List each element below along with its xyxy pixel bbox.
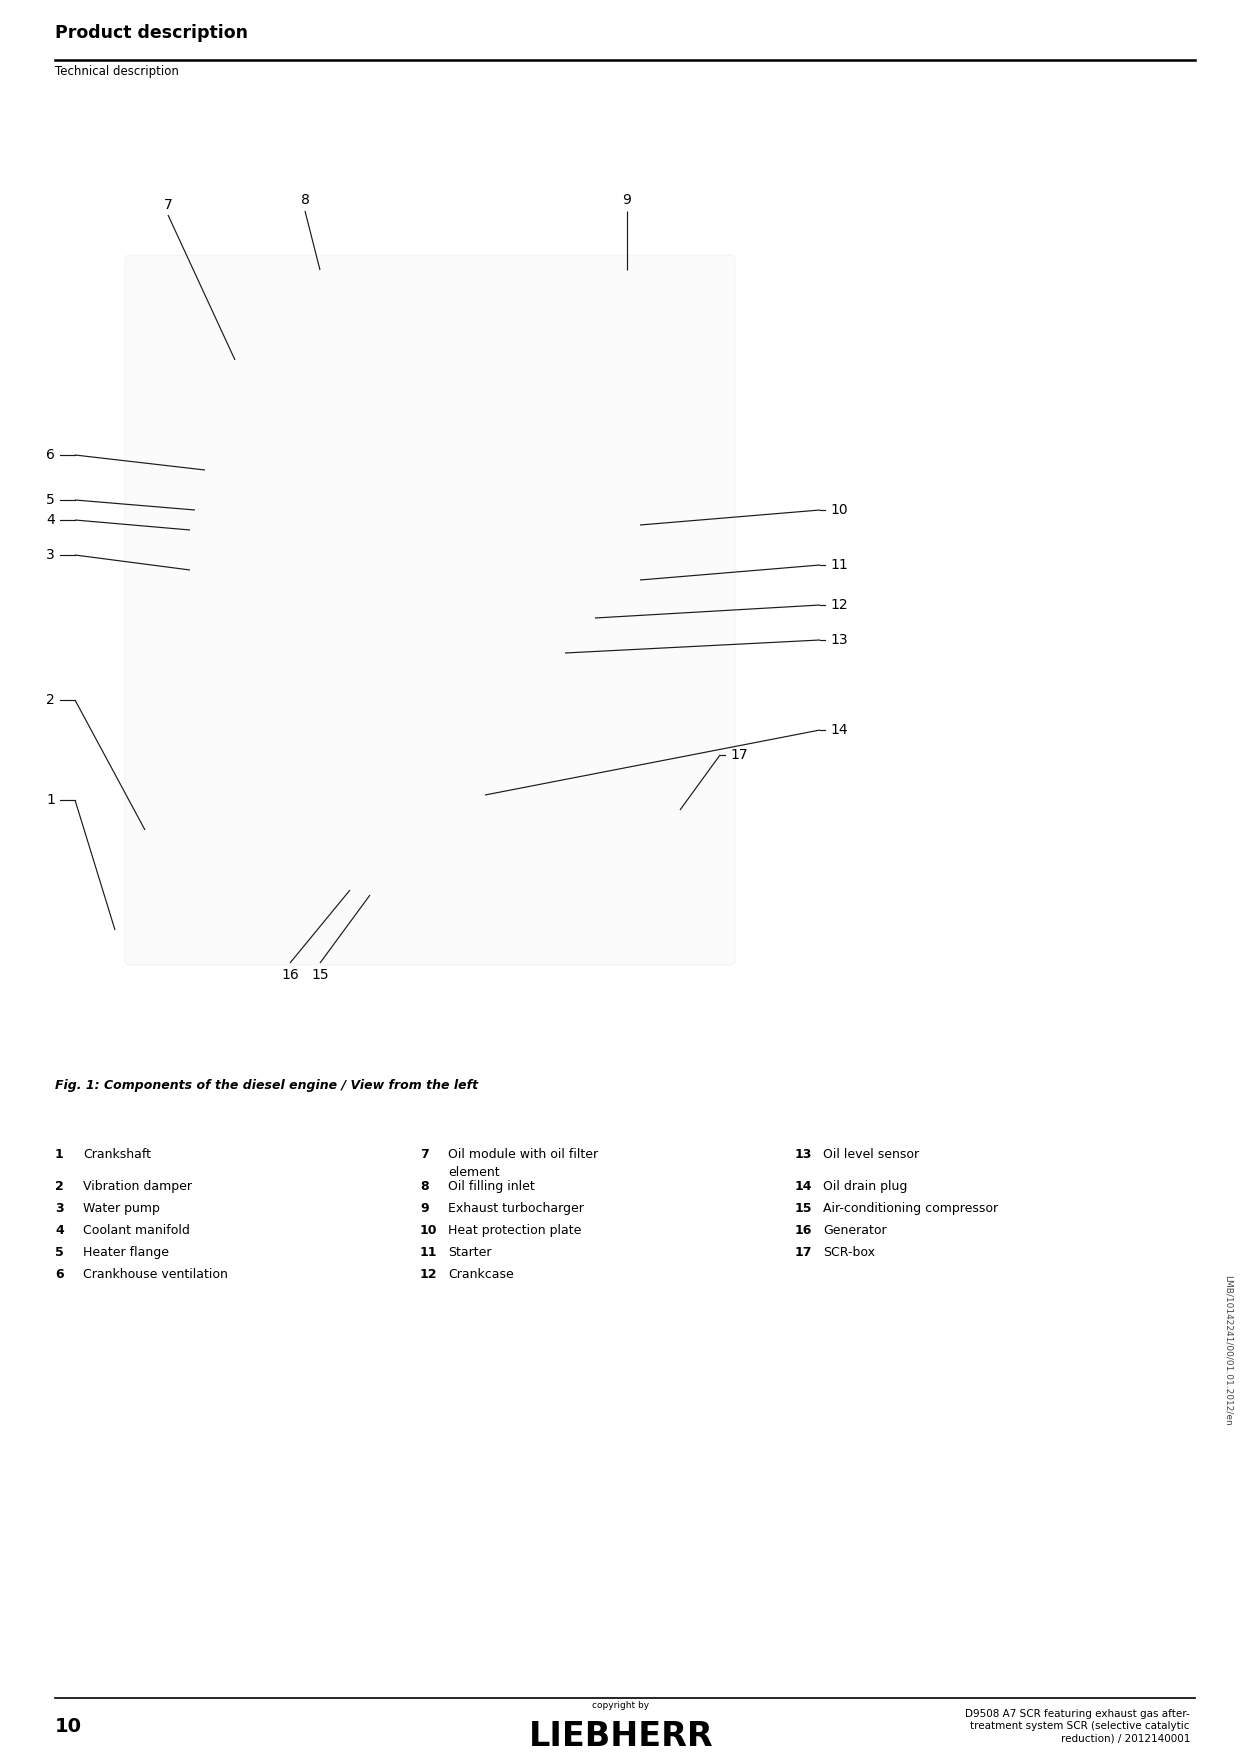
Text: Technical description: Technical description xyxy=(55,65,179,77)
Text: 17: 17 xyxy=(730,747,747,761)
Text: 15: 15 xyxy=(311,968,329,982)
Text: 11: 11 xyxy=(830,558,848,572)
Text: 11: 11 xyxy=(419,1245,438,1259)
Text: Air-conditioning compressor: Air-conditioning compressor xyxy=(823,1201,998,1216)
Text: 10: 10 xyxy=(55,1717,82,1735)
Text: 8: 8 xyxy=(300,193,309,207)
Text: 12: 12 xyxy=(419,1268,438,1280)
Text: 5: 5 xyxy=(46,493,55,507)
Text: Crankshaft: Crankshaft xyxy=(83,1149,151,1161)
Text: 3: 3 xyxy=(55,1201,63,1216)
Text: LMB/10142241/00/01.01.2012/en: LMB/10142241/00/01.01.2012/en xyxy=(1224,1275,1232,1426)
Text: Coolant manifold: Coolant manifold xyxy=(83,1224,190,1237)
Text: Fig. 1: Components of the diesel engine / View from the left: Fig. 1: Components of the diesel engine … xyxy=(55,1079,478,1093)
Text: element: element xyxy=(448,1166,500,1179)
Text: 4: 4 xyxy=(46,512,55,526)
Text: Oil module with oil filter: Oil module with oil filter xyxy=(448,1149,598,1161)
Text: 17: 17 xyxy=(795,1245,813,1259)
Text: 13: 13 xyxy=(830,633,848,647)
Text: 9: 9 xyxy=(419,1201,428,1216)
Text: 2: 2 xyxy=(55,1180,63,1193)
Text: 5: 5 xyxy=(55,1245,63,1259)
Text: 10: 10 xyxy=(830,503,848,517)
Text: 14: 14 xyxy=(795,1180,813,1193)
Text: Water pump: Water pump xyxy=(83,1201,160,1216)
Text: copyright by: copyright by xyxy=(592,1701,649,1710)
Text: 14: 14 xyxy=(830,723,848,737)
Text: 15: 15 xyxy=(795,1201,813,1216)
Text: Heater flange: Heater flange xyxy=(83,1245,169,1259)
Text: Oil filling inlet: Oil filling inlet xyxy=(448,1180,535,1193)
Text: Crankcase: Crankcase xyxy=(448,1268,514,1280)
Text: 1: 1 xyxy=(46,793,55,807)
Text: Starter: Starter xyxy=(448,1245,491,1259)
Text: Oil drain plug: Oil drain plug xyxy=(823,1180,907,1193)
Text: Heat protection plate: Heat protection plate xyxy=(448,1224,581,1237)
Text: SCR-box: SCR-box xyxy=(823,1245,875,1259)
Text: 16: 16 xyxy=(282,968,299,982)
Text: Product description: Product description xyxy=(55,25,248,42)
Text: LIEBHERR: LIEBHERR xyxy=(529,1719,714,1752)
Text: D9508 A7 SCR featuring exhaust gas after-
treatment system SCR (selective cataly: D9508 A7 SCR featuring exhaust gas after… xyxy=(965,1708,1190,1743)
Text: 10: 10 xyxy=(419,1224,438,1237)
Text: 9: 9 xyxy=(623,193,632,207)
Text: 7: 7 xyxy=(164,198,172,212)
FancyBboxPatch shape xyxy=(125,254,735,965)
Text: 7: 7 xyxy=(419,1149,428,1161)
Text: 8: 8 xyxy=(419,1180,428,1193)
Text: 16: 16 xyxy=(795,1224,813,1237)
Text: Vibration damper: Vibration damper xyxy=(83,1180,192,1193)
Text: 1: 1 xyxy=(55,1149,63,1161)
Text: Crankhouse ventilation: Crankhouse ventilation xyxy=(83,1268,228,1280)
Text: 6: 6 xyxy=(46,447,55,461)
Text: 3: 3 xyxy=(46,547,55,561)
Text: 13: 13 xyxy=(795,1149,813,1161)
Text: Generator: Generator xyxy=(823,1224,886,1237)
Text: 12: 12 xyxy=(830,598,848,612)
Text: 4: 4 xyxy=(55,1224,63,1237)
Text: 2: 2 xyxy=(46,693,55,707)
Text: 6: 6 xyxy=(55,1268,63,1280)
Text: Oil level sensor: Oil level sensor xyxy=(823,1149,920,1161)
Text: Exhaust turbocharger: Exhaust turbocharger xyxy=(448,1201,583,1216)
